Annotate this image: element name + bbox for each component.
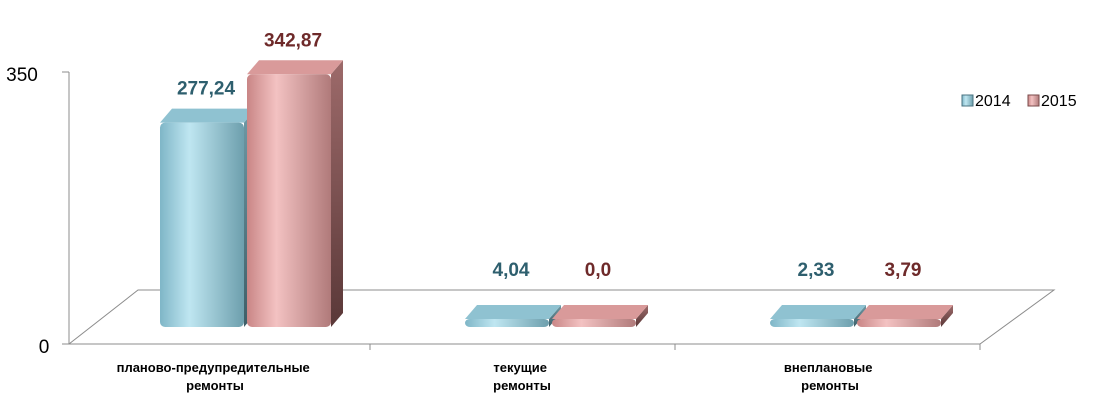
bars-group — [160, 60, 953, 327]
bar-front-2014-3 — [770, 319, 854, 327]
bar-2015-3 — [857, 305, 953, 327]
bar-top-2014-3 — [770, 305, 866, 319]
bar-front-2014-2 — [465, 319, 549, 327]
chart-floor — [67, 289, 1056, 345]
data-label-2014-3: 2,33 — [798, 260, 835, 281]
legend: 2014 2015 — [961, 93, 1077, 110]
legend-swatch-2015 — [1027, 94, 1040, 107]
bar-2014-2 — [465, 305, 561, 327]
bar-front-2014-1 — [160, 122, 244, 327]
category-label-2-line-1: текущие — [493, 360, 547, 375]
legend-swatch-2014 — [961, 94, 974, 107]
bar-top-2015-2 — [552, 305, 648, 319]
bar-front-2015-3 — [857, 319, 941, 327]
bar-top-2014-2 — [465, 305, 561, 319]
data-label-2015-2: 0,0 — [585, 260, 611, 281]
category-label-3-line-2: ремонты — [801, 378, 859, 393]
bar-2015-2 — [552, 305, 648, 327]
data-label-2014-1: 277,24 — [177, 79, 236, 100]
bar-side-2015-1 — [331, 60, 343, 327]
category-label-1: планово-предупредительные ремонты — [117, 360, 314, 393]
category-label-2-line-2: ремонты — [493, 378, 551, 393]
bar-front-2015-1 — [247, 74, 331, 327]
bar-top-2015-1 — [247, 60, 343, 75]
legend-label-2015: 2015 — [1041, 93, 1077, 110]
category-label-1-line-2: ремонты — [186, 378, 244, 393]
data-labels-group: 277,24 4,04 2,33 342,87 0,0 3,79 — [177, 30, 922, 281]
bar-side-2015-2 — [636, 305, 648, 327]
bar-2014-1 — [160, 108, 256, 327]
bar-front-2015-2 — [552, 319, 636, 327]
data-label-2015-1: 342,87 — [264, 30, 322, 51]
y-tick-label-top: 350 — [6, 65, 38, 86]
bar-top-2015-3 — [857, 305, 953, 319]
y-tick-label-bottom: 0 — [39, 337, 50, 358]
data-label-2014-2: 4,04 — [493, 260, 530, 281]
bar-top-2014-1 — [160, 108, 256, 123]
bar-side-2015-3 — [941, 305, 953, 327]
category-label-3: внеплановые ремонты — [784, 360, 876, 393]
bar-2014-3 — [770, 305, 866, 327]
bar-2015-1 — [247, 60, 343, 327]
category-label-2: текущие ремонты — [493, 360, 551, 393]
data-label-2015-3: 3,79 — [885, 260, 922, 281]
legend-label-2014: 2014 — [975, 93, 1011, 110]
category-label-3-line-1: внеплановые — [784, 360, 873, 375]
category-label-1-line-1: планово-предупредительные — [117, 360, 310, 375]
